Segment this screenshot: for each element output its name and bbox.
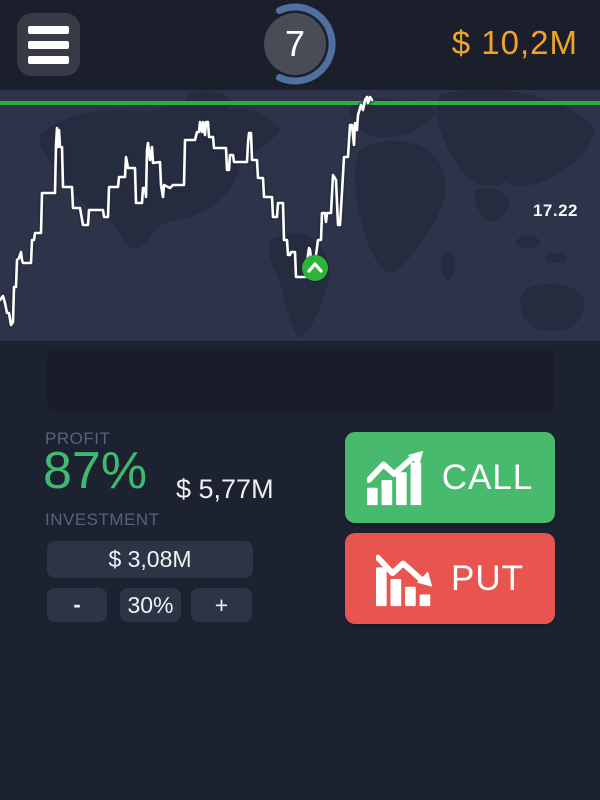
price-line — [0, 95, 374, 327]
trade-marker — [302, 255, 328, 281]
profit-percent: 87% — [43, 442, 148, 500]
timer-arc-icon — [275, 3, 336, 85]
timer-value: 7 — [284, 23, 306, 64]
investment-percent-display: 30% — [120, 588, 181, 622]
positions-panel — [47, 349, 554, 412]
put-label: PUT — [451, 558, 524, 598]
profit-label: PROFIT — [45, 429, 111, 448]
current-price-level-line — [0, 101, 600, 105]
hamburger-menu-button[interactable] — [17, 13, 80, 76]
trend-up-bars-icon — [366, 450, 423, 505]
investment-amount-field[interactable]: $ 3,08M — [47, 541, 253, 578]
profit-amount: $ 5,77M — [176, 474, 274, 504]
put-button[interactable]: PUT — [345, 533, 555, 624]
trend-down-bars-icon — [376, 554, 433, 606]
chart-panel: 17.22 — [0, 90, 600, 341]
decrease-investment-button[interactable]: - — [47, 588, 107, 622]
price-chart — [0, 94, 375, 328]
balance-display: $ 10,2M — [451, 24, 578, 61]
round-timer: 7 — [245, 0, 345, 94]
timer-disc: 7 — [264, 13, 326, 75]
hamburger-icon — [28, 25, 69, 34]
increase-investment-button[interactable]: + — [191, 588, 252, 622]
call-label: CALL — [441, 457, 534, 497]
header: 7 $ 10,2M — [0, 0, 600, 90]
call-button[interactable]: CALL — [345, 432, 555, 523]
trade-panel: PROFIT 87% $ 5,77M INVESTMENT $ 3,08M - … — [0, 341, 600, 800]
chevron-up-icon — [307, 262, 323, 273]
investment-label: INVESTMENT — [45, 510, 160, 529]
price-label: 17.22 — [532, 201, 578, 220]
